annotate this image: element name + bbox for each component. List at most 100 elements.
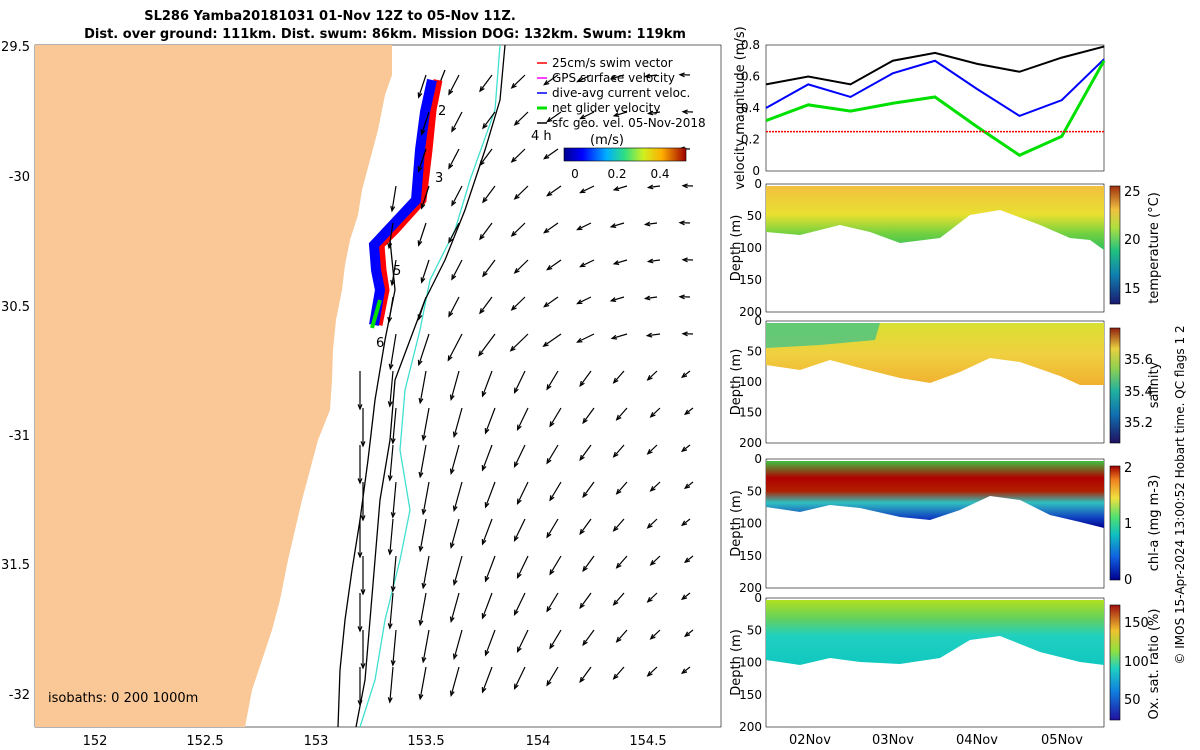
oxygen-field [766,600,1104,665]
isobath-label: isobaths: 0 200 1000m [48,691,198,706]
x-tick-label: 152 [83,734,108,749]
map-x-ticks: 152 152.5 153 153.5 154 154.5 [83,734,667,749]
velocity-arrow [645,296,658,300]
depth-label: Depth (m) [729,215,744,282]
velocity-arrow [392,407,397,444]
velocity-arrow [611,222,625,228]
velocity-arrow-head [481,613,487,620]
velocity-arrow-head [612,525,619,532]
velocity-arrow [648,185,661,189]
velocity-arrow-head [612,599,619,606]
velocity-arrow-head [390,660,396,667]
y-tick-label: 0 [752,164,760,178]
velocity-arrow-head [546,265,553,271]
velocity-arrow [389,666,394,703]
velocity-arrow-head [643,221,651,227]
velocity-arrow-head [513,609,519,616]
velocity-arrow [421,259,430,283]
time-label: 4 h [531,129,552,144]
velocity-arrow-head [418,397,424,405]
colorbar-tick: 0.4 [650,167,669,181]
velocity-arrow [614,111,628,117]
velocity-arrow [391,185,397,211]
cbar-tick: 35.2 [1124,416,1153,431]
velocity-arrow [517,629,529,652]
velocity-arrow-head [612,377,619,384]
salinity-section [765,320,1121,444]
x-tick-label: 153 [304,734,329,749]
velocity-arrow-head [357,404,363,411]
velocity-arrow [616,407,628,421]
velocity-arrow [453,407,463,437]
velocity-arrow-head [387,401,393,408]
velocity-arrow-head [421,434,427,442]
velocity-arrow-head [549,421,555,428]
velocity-arrow [419,592,427,625]
velocity-arrow-head [649,634,656,640]
velocity-arrow-head [481,391,487,398]
velocity-arrow [650,407,661,418]
velocity-arrow [511,296,526,311]
velocity-arrow-head [451,126,457,133]
velocity-arrow-head [452,653,458,661]
velocity-arrow-head [387,475,393,482]
velocity-arrow [546,666,559,686]
velocity-arrow [582,555,595,572]
velocity-arrow [549,407,562,427]
velocity-arrow-head [678,72,685,78]
velocity-arrow [418,296,427,320]
velocity-arrow [510,333,529,352]
depth-tick-label: 200 [739,720,762,734]
velocity-arrow-head [449,616,455,624]
velocity-arrow-head [360,589,366,596]
velocity-arrow-head [449,542,455,550]
velocity-arrow-head [387,697,393,704]
velocity-arrow [577,222,592,231]
velocity-arrow [389,333,397,369]
velocity-arrow [482,111,496,129]
velocity-arrow-head [579,454,585,462]
velocity-arrow-head [482,123,488,130]
velocity-arrow [481,518,493,545]
chl-section [765,458,1121,589]
velocity-arrow [614,259,628,265]
isobath-outer [355,44,506,728]
velocity-arrow-head [478,350,484,357]
velocity-arrow [448,222,460,243]
velocity-arrow-head [646,184,654,190]
velocity-arrow [388,222,394,248]
velocity-arrow [616,555,628,569]
temperature-cbar-label: temperature (°C) [1147,192,1162,304]
velocity-arrow-head [387,316,393,324]
depth-tick-label: 200 [739,581,762,595]
depth-label: Depth (m) [729,490,744,557]
velocity-arrow-head [546,458,552,465]
velocity-arrow-head [576,225,583,231]
velocity-series-2 [765,60,1106,157]
velocity-arrow [611,296,625,302]
velocity-arrow [582,407,595,424]
velocity-arrow-head [579,188,586,194]
velocity-arrow-head [387,623,393,630]
chart-title: SL286 Yamba20181031 01-Nov 12Z to 05-Nov… [144,9,516,24]
velocity-arrow-head [451,200,457,207]
velocity-arrow-head [546,384,552,391]
velocity-arrow [419,444,427,477]
velocity-arrow-head [447,355,453,362]
velocity-arrow [681,518,691,526]
velocity-series-0 [765,45,1105,86]
velocity-arrow-head [388,363,394,371]
velocity-arrow [422,481,430,514]
velocity-arrow-head [452,505,458,513]
velocity-arrow [549,481,562,501]
velocity-arrow-head [680,372,688,379]
velocity-arrow-head [479,160,485,167]
velocity-arrow [577,74,592,83]
velocity-arrow-head [390,512,396,519]
velocity-arrow-head [680,594,688,601]
x-tick-label: 02Nov [789,733,831,748]
velocity-arrow [453,481,463,511]
velocity-arrow-head [417,359,423,367]
velocity-arrow [450,592,460,622]
velocity-arrow [514,666,526,689]
